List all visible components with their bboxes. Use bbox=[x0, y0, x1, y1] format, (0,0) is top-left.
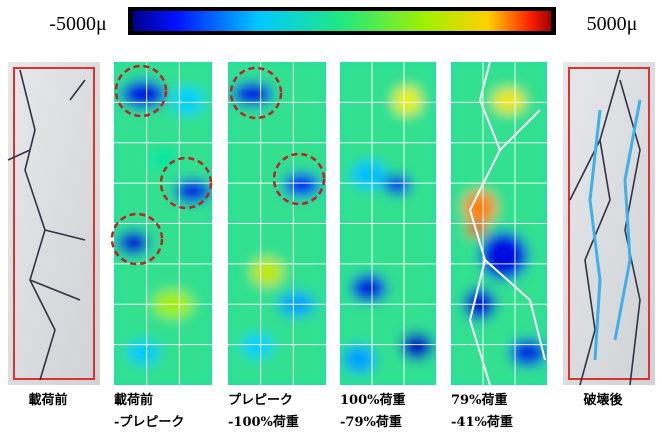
caption: -プレピーク bbox=[114, 415, 184, 430]
strain-blob bbox=[172, 87, 204, 115]
strain-blob bbox=[351, 274, 387, 302]
specimen-photo bbox=[8, 62, 100, 385]
panel: プレピーク -100%荷重 bbox=[228, 62, 326, 430]
strain-blob bbox=[493, 89, 525, 113]
strain-blob bbox=[393, 87, 421, 115]
caption: 79%荷重 bbox=[451, 392, 507, 408]
caption: -41%荷重 bbox=[451, 414, 513, 430]
strain-blob bbox=[401, 332, 433, 360]
strain-blob bbox=[118, 231, 150, 255]
strain-blob bbox=[121, 80, 165, 108]
strain-blob bbox=[343, 345, 375, 373]
caption: 載荷前 bbox=[28, 392, 67, 408]
caption: -100%荷重 bbox=[228, 414, 299, 430]
strain-blob bbox=[384, 175, 412, 195]
caption: 破壊後 bbox=[583, 392, 623, 408]
panel: 100%荷重 -79%荷重 bbox=[340, 62, 436, 430]
strain-blob bbox=[284, 173, 320, 197]
strain-blob bbox=[149, 147, 177, 171]
panel: 破壊後 bbox=[563, 62, 655, 408]
caption: -79%荷重 bbox=[340, 414, 402, 430]
caption: 載荷前 bbox=[114, 392, 153, 408]
strain-blob bbox=[351, 161, 387, 189]
strain-blob bbox=[480, 232, 528, 280]
colorbar-min-label: -5000μ bbox=[49, 13, 106, 35]
panel: 載荷前 bbox=[8, 62, 100, 408]
figure: -5000μ 5000μ 載荷前 載荷前 -プレピーク プレピーク -100%荷重 100… bbox=[0, 0, 662, 434]
strain-blob bbox=[464, 191, 496, 223]
strain-blob bbox=[251, 258, 283, 286]
panels: 載荷前 載荷前 -プレピーク プレピーク -100%荷重 100%荷重 -79%荷重 79%荷… bbox=[8, 62, 655, 430]
panel: 79%荷重 -41%荷重 bbox=[451, 62, 547, 430]
colorbar-max-label: 5000μ bbox=[587, 13, 638, 35]
caption: 100%荷重 bbox=[340, 392, 406, 408]
caption: プレピーク bbox=[228, 393, 293, 408]
strain-blob bbox=[241, 334, 273, 358]
colorbar bbox=[133, 11, 551, 31]
panel: 載荷前 -プレピーク bbox=[112, 62, 212, 430]
